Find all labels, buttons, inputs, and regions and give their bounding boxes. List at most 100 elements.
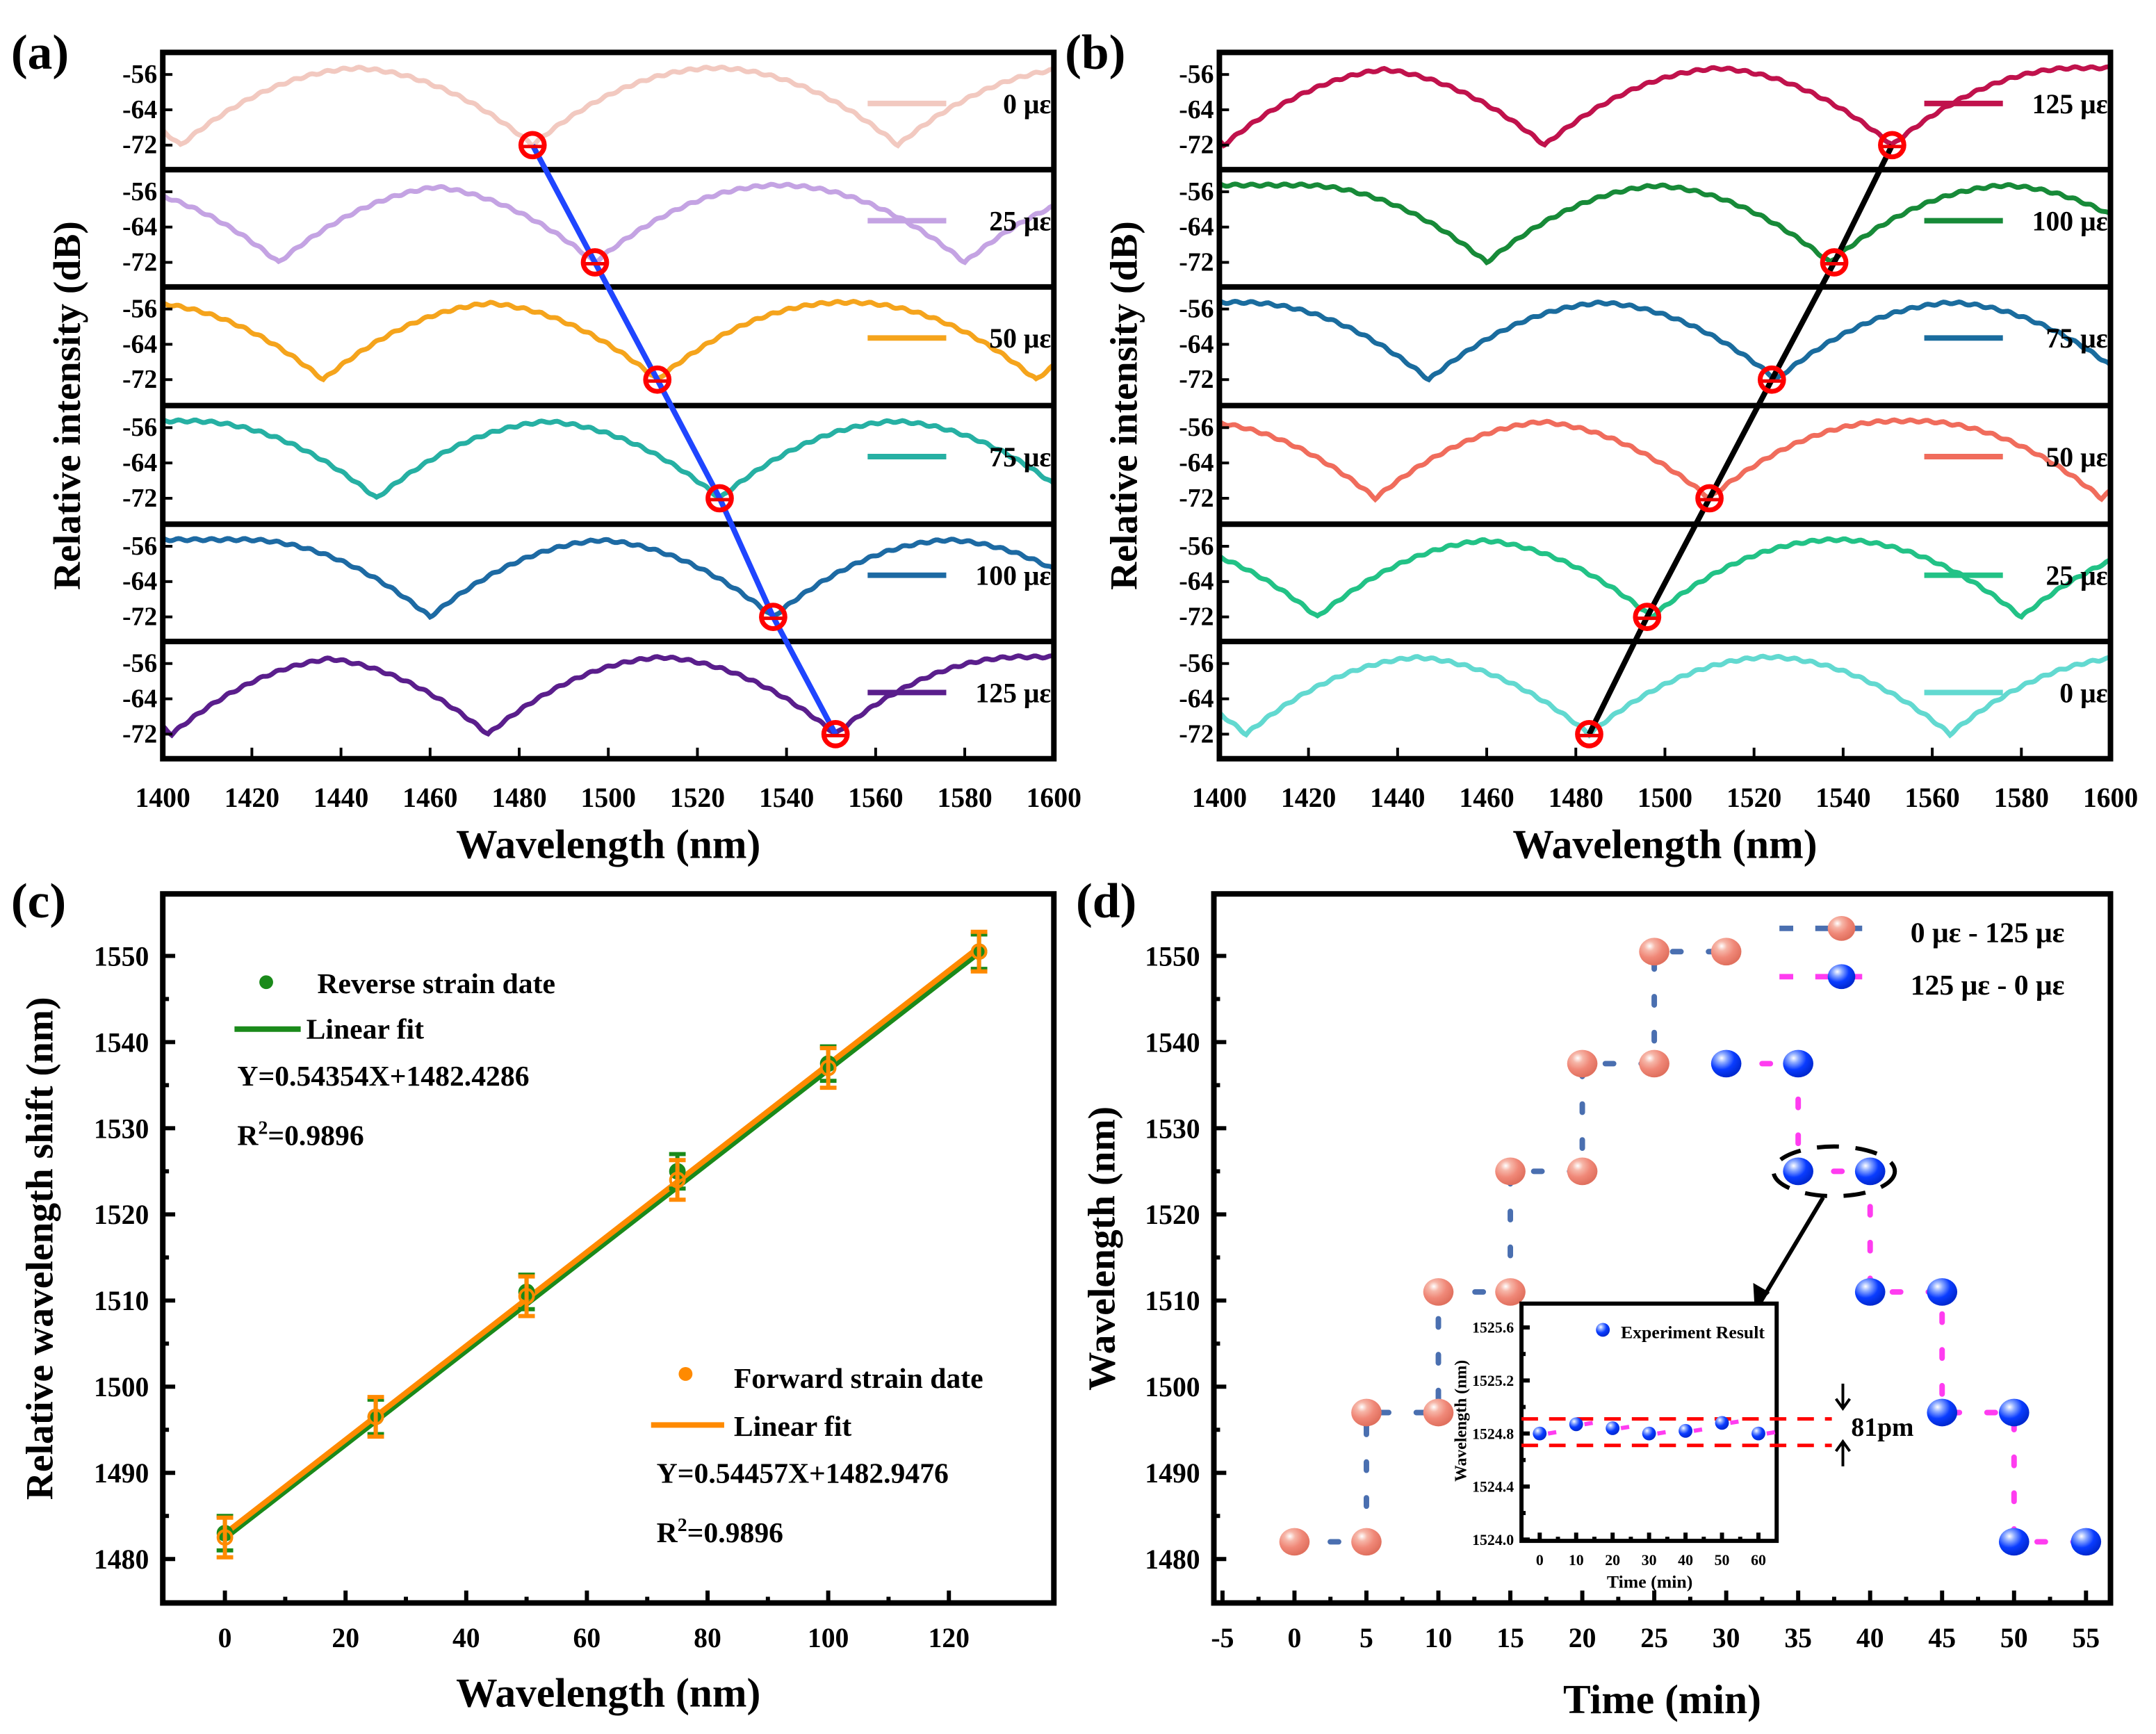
data-point	[1351, 1398, 1382, 1427]
y-tick-label: -56	[1179, 649, 1214, 678]
error-bar	[216, 1515, 234, 1560]
spectrum-100-με	[1218, 181, 2112, 266]
x-tick-label: 1600	[1027, 783, 1081, 813]
connector-dash	[1729, 1419, 1739, 1425]
dip-marker	[1878, 131, 1906, 160]
dip-marker	[1695, 484, 1724, 513]
y-tick-label: -56	[122, 177, 157, 206]
panel-c-legend: Reverse strain date Linear fit Y=0.54354…	[234, 968, 983, 1549]
x-tick-label: 0	[1288, 1623, 1302, 1653]
x-tick-label: 50	[1715, 1552, 1730, 1569]
data-point	[1351, 1528, 1382, 1556]
inset-ylabel: Wavelength (nm)	[1453, 1360, 1471, 1482]
y-tick-label: -64	[122, 213, 157, 242]
x-tick-label: 1460	[402, 783, 457, 813]
dip-tracking-line	[530, 143, 838, 736]
reverse-fit-equation: Y=0.54354X+1482.4286	[237, 1061, 529, 1093]
dip-marker	[1820, 248, 1849, 277]
y-tick-label: 1540	[94, 1027, 149, 1058]
legend-reverse-label: Reverse strain date	[317, 968, 555, 1000]
dip-tracking-line	[1586, 144, 1895, 736]
x-tick-label: 40	[1856, 1623, 1884, 1653]
panel-inset-axes: 0 10 20 30 40 50 60 1524.0 1524.4 1524.8 1525.2 152…	[1472, 1301, 1852, 1569]
x-tick-label: 1560	[1904, 783, 1959, 813]
series-connector	[1291, 949, 1729, 1545]
data-point	[1710, 1049, 1742, 1078]
panel-d-axes: -5 0 5 10 15 20 25 30 35 40 45 50 551480149015001510…	[1145, 891, 2114, 1653]
connector-dash	[1584, 1421, 1594, 1427]
y-tick-label: -72	[122, 484, 157, 513]
spectrum-0-με	[161, 64, 1054, 150]
data-point	[1495, 1278, 1526, 1306]
panel-a-xlabel: Wavelength (nm)	[456, 821, 760, 867]
legend-forward-label: Forward strain date	[734, 1363, 983, 1395]
dip-marker	[759, 603, 787, 631]
panel-label-c: (c)	[11, 874, 66, 929]
forward-fit-equation: Y=0.54457X+1482.9476	[657, 1458, 949, 1490]
y-tick-label: -72	[1179, 603, 1214, 632]
forward-fit-r2: R2=0.9896	[657, 1514, 783, 1549]
x-tick-label: 1420	[1281, 783, 1336, 813]
data-point	[1998, 1398, 2030, 1427]
x-tick-label: 25	[1640, 1623, 1668, 1653]
data-point	[1715, 1416, 1729, 1430]
x-tick-label: 50	[2000, 1623, 2028, 1653]
y-tick-label: 1480	[1145, 1544, 1200, 1575]
y-tick-label: -56	[1179, 60, 1214, 89]
x-tick-label: 55	[2072, 1623, 2100, 1653]
panel-d-ylabel: Wavelength (nm)	[1081, 1106, 1124, 1391]
data-point	[1569, 1417, 1583, 1432]
legend-label: 125 με	[2032, 89, 2108, 120]
y-tick-label: 1530	[94, 1113, 149, 1144]
data-point	[669, 1171, 686, 1188]
y-tick-label: -64	[122, 95, 157, 124]
y-tick-label: 1500	[94, 1372, 149, 1402]
error-bar	[367, 1395, 384, 1439]
data-point	[819, 1059, 837, 1077]
dip-marker	[1633, 603, 1662, 631]
y-tick-label: -56	[1179, 177, 1214, 206]
dip-marker	[518, 131, 547, 160]
legend-marker-forward	[678, 1367, 693, 1381]
x-tick-label: 60	[1751, 1552, 1766, 1569]
legend-marker-down	[1827, 964, 1856, 990]
y-tick-label: 1524.4	[1472, 1479, 1514, 1496]
y-tick-label: -72	[122, 247, 157, 277]
inset-arrow	[1756, 1196, 1825, 1307]
x-tick-label: 1440	[1370, 783, 1425, 813]
y-tick-label: -64	[122, 329, 157, 359]
inset-legend-label: Experiment Result	[1621, 1322, 1765, 1342]
series-connector	[1723, 1061, 2089, 1545]
data-point	[1679, 1423, 1693, 1438]
data-point	[1854, 1278, 1886, 1306]
spectrum-0-με	[1218, 653, 2111, 739]
x-tick-label: 10	[1569, 1552, 1584, 1569]
error-bar	[819, 1046, 837, 1090]
legend-label: 25 με	[989, 206, 1051, 236]
x-tick-label: 45	[1928, 1623, 1956, 1653]
x-tick-label: 20	[1605, 1552, 1620, 1569]
x-tick-label: 0	[218, 1623, 232, 1653]
inset-legend-marker	[1596, 1323, 1610, 1337]
panel-b-xlabel: Wavelength (nm)	[1512, 821, 1817, 867]
data-point	[1751, 1426, 1765, 1441]
dip-marker	[705, 484, 734, 513]
legend-label: 0 με	[1003, 89, 1051, 120]
y-tick-label: -56	[1179, 295, 1214, 324]
y-tick-label: -56	[122, 295, 157, 324]
y-tick-label: 1525.6	[1472, 1320, 1514, 1336]
x-tick-label: 1540	[1815, 783, 1870, 813]
y-tick-label: -72	[1179, 719, 1214, 749]
y-tick-label: -56	[1179, 532, 1214, 561]
data-point	[1567, 1049, 1598, 1078]
x-tick-label: 120	[928, 1623, 970, 1653]
y-tick-label: -72	[122, 719, 157, 749]
data-point	[970, 943, 988, 960]
legend-marker-up	[1827, 915, 1856, 941]
data-point	[216, 1529, 234, 1546]
x-tick-label: 1500	[1638, 783, 1692, 813]
error-bar	[669, 1158, 686, 1202]
legend-label: 50 με	[989, 323, 1051, 354]
y-tick-label: -56	[122, 649, 157, 678]
data-point	[1567, 1157, 1598, 1186]
